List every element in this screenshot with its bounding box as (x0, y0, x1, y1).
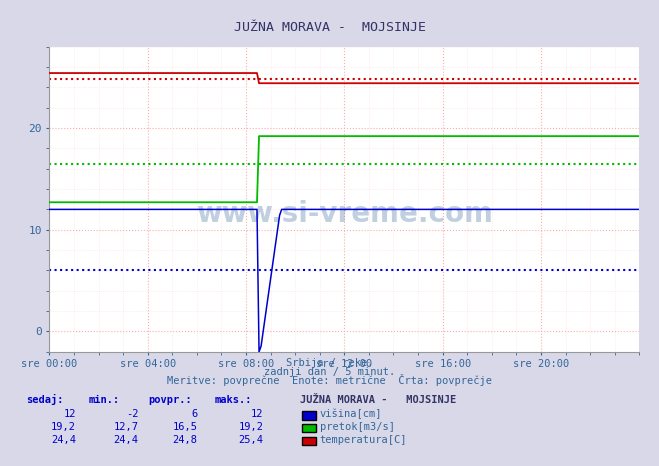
Text: 24,8: 24,8 (173, 435, 198, 445)
Text: Srbija / reke.: Srbija / reke. (286, 358, 373, 368)
Text: 24,4: 24,4 (113, 435, 138, 445)
Text: zadnji dan / 5 minut.: zadnji dan / 5 minut. (264, 367, 395, 377)
Text: povpr.:: povpr.: (148, 395, 192, 405)
Text: JUŽNA MORAVA -  MOJSINJE: JUŽNA MORAVA - MOJSINJE (233, 21, 426, 34)
Text: 16,5: 16,5 (173, 422, 198, 432)
Text: 19,2: 19,2 (239, 422, 264, 432)
Text: pretok[m3/s]: pretok[m3/s] (320, 422, 395, 432)
Text: JUŽNA MORAVA -   MOJSINJE: JUŽNA MORAVA - MOJSINJE (300, 395, 456, 405)
Text: 19,2: 19,2 (51, 422, 76, 432)
Text: Meritve: povprečne  Enote: metrične  Črta: povprečje: Meritve: povprečne Enote: metrične Črta:… (167, 375, 492, 386)
Text: temperatura[C]: temperatura[C] (320, 435, 407, 445)
Text: 12: 12 (63, 409, 76, 419)
Text: www.si-vreme.com: www.si-vreme.com (196, 200, 493, 228)
Text: -2: -2 (126, 409, 138, 419)
Text: 12: 12 (251, 409, 264, 419)
Text: min.:: min.: (89, 395, 120, 405)
Text: 6: 6 (192, 409, 198, 419)
Text: višina[cm]: višina[cm] (320, 409, 382, 419)
Text: 24,4: 24,4 (51, 435, 76, 445)
Text: maks.:: maks.: (214, 395, 252, 405)
Text: 12,7: 12,7 (113, 422, 138, 432)
Text: sedaj:: sedaj: (26, 394, 64, 405)
Text: 25,4: 25,4 (239, 435, 264, 445)
